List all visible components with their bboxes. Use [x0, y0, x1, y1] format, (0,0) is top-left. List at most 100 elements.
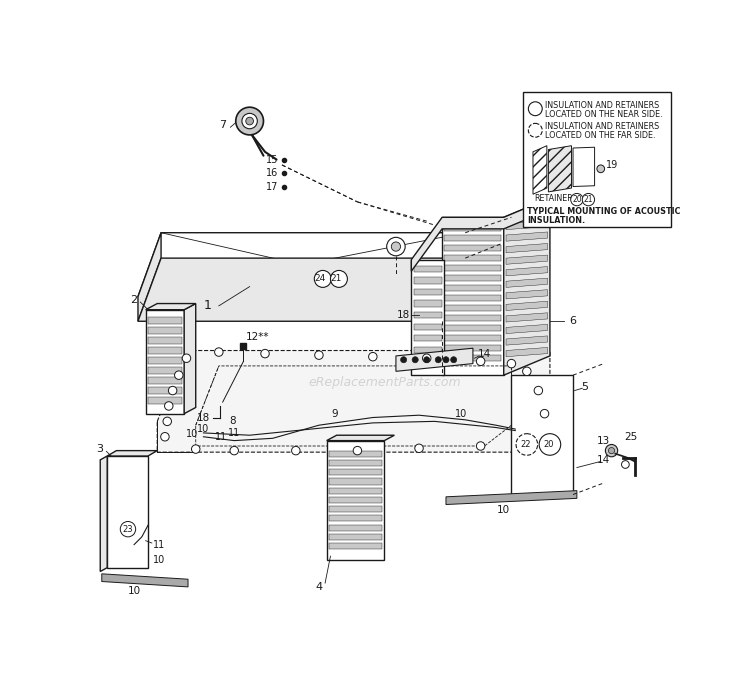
- Circle shape: [230, 447, 238, 455]
- Text: 20: 20: [543, 440, 554, 449]
- Polygon shape: [506, 244, 548, 252]
- Polygon shape: [329, 524, 382, 530]
- Polygon shape: [329, 460, 382, 466]
- Polygon shape: [148, 317, 182, 324]
- Polygon shape: [327, 436, 394, 440]
- Text: INSULATION AND RETAINERS: INSULATION AND RETAINERS: [544, 101, 658, 110]
- Text: TYPICAL MOUNTING OF ACOUSTIC: TYPICAL MOUNTING OF ACOUSTIC: [526, 206, 680, 215]
- Polygon shape: [445, 295, 502, 301]
- Polygon shape: [445, 355, 502, 361]
- Text: 1: 1: [203, 299, 211, 312]
- Circle shape: [387, 237, 405, 256]
- Polygon shape: [506, 336, 548, 345]
- Text: LOCATED ON THE FAR SIDE.: LOCATED ON THE FAR SIDE.: [544, 131, 655, 140]
- Polygon shape: [506, 255, 548, 264]
- Polygon shape: [158, 350, 550, 452]
- Text: 9: 9: [331, 409, 338, 419]
- Text: 11: 11: [153, 539, 166, 550]
- Polygon shape: [445, 235, 502, 241]
- Text: 10: 10: [153, 555, 166, 565]
- Text: 18: 18: [397, 310, 410, 320]
- Polygon shape: [445, 345, 502, 352]
- Polygon shape: [414, 323, 442, 330]
- Polygon shape: [442, 233, 465, 321]
- Text: 10: 10: [186, 429, 198, 440]
- Polygon shape: [414, 312, 442, 318]
- Polygon shape: [445, 225, 502, 231]
- Polygon shape: [329, 534, 382, 540]
- Polygon shape: [100, 456, 107, 572]
- Circle shape: [534, 387, 542, 395]
- Polygon shape: [184, 303, 196, 413]
- Polygon shape: [504, 198, 550, 375]
- Circle shape: [528, 123, 542, 137]
- Polygon shape: [148, 358, 182, 365]
- Polygon shape: [329, 497, 382, 503]
- Polygon shape: [573, 147, 595, 186]
- Circle shape: [582, 193, 595, 206]
- Polygon shape: [148, 398, 182, 405]
- Polygon shape: [506, 313, 548, 322]
- Polygon shape: [329, 469, 382, 475]
- Polygon shape: [445, 315, 502, 321]
- Circle shape: [163, 417, 172, 426]
- Polygon shape: [445, 325, 502, 331]
- Circle shape: [443, 356, 449, 363]
- Circle shape: [214, 348, 223, 356]
- Circle shape: [182, 354, 190, 363]
- Polygon shape: [329, 543, 382, 549]
- Circle shape: [528, 102, 542, 116]
- Polygon shape: [107, 451, 158, 456]
- Polygon shape: [506, 347, 548, 356]
- Text: 10: 10: [128, 585, 141, 596]
- Text: 21: 21: [584, 195, 593, 204]
- Circle shape: [571, 193, 583, 206]
- Circle shape: [400, 356, 406, 363]
- Polygon shape: [148, 327, 182, 334]
- Circle shape: [451, 356, 457, 363]
- Text: 22: 22: [520, 440, 530, 449]
- Circle shape: [246, 117, 254, 125]
- Polygon shape: [329, 478, 382, 484]
- Polygon shape: [414, 301, 442, 307]
- Circle shape: [242, 114, 257, 129]
- Polygon shape: [414, 266, 442, 272]
- Circle shape: [169, 387, 177, 395]
- Polygon shape: [445, 275, 502, 281]
- Polygon shape: [148, 337, 182, 345]
- Circle shape: [315, 351, 323, 359]
- Polygon shape: [506, 301, 548, 310]
- Text: 14: 14: [597, 455, 610, 465]
- Circle shape: [164, 402, 173, 410]
- Circle shape: [476, 357, 484, 365]
- Polygon shape: [329, 515, 382, 522]
- Circle shape: [292, 447, 300, 455]
- Polygon shape: [102, 574, 188, 587]
- Circle shape: [314, 270, 332, 288]
- Text: 17: 17: [266, 182, 278, 192]
- Text: 11: 11: [228, 428, 240, 438]
- Circle shape: [236, 107, 263, 135]
- Circle shape: [120, 522, 136, 537]
- Polygon shape: [146, 310, 184, 413]
- Polygon shape: [506, 290, 548, 299]
- Text: 12**: 12**: [246, 332, 269, 342]
- Circle shape: [540, 409, 549, 418]
- Polygon shape: [329, 506, 382, 513]
- FancyBboxPatch shape: [523, 92, 670, 226]
- Circle shape: [175, 371, 183, 379]
- Polygon shape: [107, 456, 148, 568]
- Text: 23: 23: [123, 525, 134, 534]
- Polygon shape: [414, 277, 442, 283]
- Circle shape: [622, 461, 629, 469]
- Circle shape: [608, 447, 614, 453]
- Text: LOCATED ON THE NEAR SIDE.: LOCATED ON THE NEAR SIDE.: [544, 110, 662, 120]
- Text: 3: 3: [96, 444, 104, 454]
- Polygon shape: [329, 488, 382, 494]
- Polygon shape: [396, 348, 473, 372]
- Text: 15: 15: [266, 155, 278, 164]
- Circle shape: [331, 270, 347, 288]
- Text: 13: 13: [597, 436, 610, 446]
- Polygon shape: [445, 245, 502, 251]
- Text: 5: 5: [581, 382, 588, 391]
